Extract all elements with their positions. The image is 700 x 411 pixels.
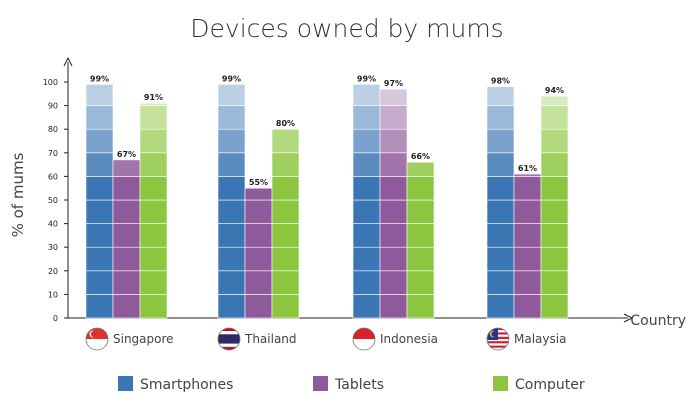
data-label: 94% [545,86,564,95]
malaysia-flag-icon [486,327,510,351]
category-labels: Singapore Thailand Indonesia Malaysia [85,327,566,351]
data-label: 91% [144,93,163,102]
y-tick-label: 10 [48,290,58,299]
data-label: 67% [117,150,136,159]
legend-label: Smartphones [140,377,233,393]
bar-computer-thailand [271,128,300,319]
bar-tablets-singapore [112,159,141,319]
data-label: 66% [411,152,430,161]
bar-tablets-indonesia [379,88,408,319]
y-tick-label: 70 [48,149,58,158]
y-tick-label: 0 [53,314,58,323]
x-axis-label: Country [630,313,686,329]
bar-computer-indonesia [406,161,435,319]
bars [85,84,569,319]
category-label: Indonesia [380,332,438,346]
singapore-flag-icon [85,327,109,351]
data-label: 61% [518,164,537,173]
data-label: 55% [249,178,268,187]
y-tick-label: 20 [48,267,58,276]
category-label: Thailand [244,332,297,346]
category-label: Singapore [113,332,174,346]
legend-label: Computer [515,377,585,393]
bar-smartphones-singapore [85,84,114,319]
bar-tablets-malaysia [513,173,542,319]
data-label: 99% [90,74,109,83]
y-tick-label: 30 [48,243,58,252]
bar-smartphones-malaysia [486,86,515,319]
bar-computer-malaysia [540,95,569,319]
legend-swatch [118,376,133,391]
data-label: 98% [491,77,510,86]
y-tick-label: 50 [48,196,58,205]
bar-computer-singapore [139,102,168,319]
bar-smartphones-thailand [217,84,246,319]
legend-item-computer: Computer [493,376,585,393]
data-label: 97% [384,79,403,88]
category-label: Malaysia [514,332,566,346]
legend-swatch [493,376,508,391]
legend-item-smartphones: Smartphones [118,376,233,393]
indonesia-flag-icon [352,327,376,351]
legend-label: Tablets [334,377,384,393]
y-axis-label: % of mums [9,152,27,237]
data-label: 99% [357,74,376,83]
legend-swatch [313,376,328,391]
chart-title: Devices owned by mums [190,14,503,43]
thailand-flag-icon [217,327,241,351]
data-label: 99% [222,74,241,83]
y-tick-label: 90 [48,102,58,111]
y-tick-label: 100 [43,78,58,87]
legend-item-tablets: Tablets [313,376,384,393]
y-tick-label: 80 [48,125,58,134]
y-tick-label: 40 [48,220,58,229]
bar-tablets-thailand [244,187,273,319]
bar-smartphones-indonesia [352,84,381,319]
data-labels: 99% 67% 91% 99% 55% 80% 99% 97% 66% 98% 61% 94% [90,74,564,187]
data-label: 80% [276,119,295,128]
y-axis: 0 10 20 30 40 50 60 70 80 90 100 [43,56,73,323]
legend: Smartphones Tablets Computer [118,376,585,393]
y-tick-label: 60 [48,172,58,181]
